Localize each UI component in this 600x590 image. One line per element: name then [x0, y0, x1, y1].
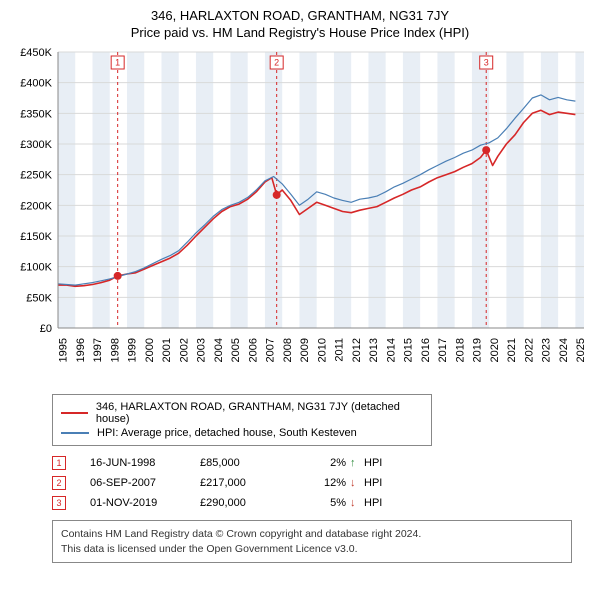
event-row-3: 3 01-NOV-2019 £290,000 5% ↓ HPI: [52, 496, 590, 510]
svg-text:2012: 2012: [351, 338, 363, 362]
svg-text:2019: 2019: [472, 338, 484, 362]
svg-text:2003: 2003: [196, 338, 208, 362]
svg-text:£150K: £150K: [20, 231, 52, 243]
svg-text:2009: 2009: [299, 338, 311, 362]
svg-text:1997: 1997: [92, 338, 104, 362]
event-price-3: £290,000: [200, 497, 290, 509]
arrow-down-icon: ↓: [350, 477, 364, 489]
title-subtitle: Price paid vs. HM Land Registry's House …: [10, 25, 590, 40]
svg-text:2010: 2010: [316, 338, 328, 362]
legend: 346, HARLAXTON ROAD, GRANTHAM, NG31 7JY …: [52, 394, 432, 446]
svg-text:2024: 2024: [558, 338, 570, 362]
svg-text:£100K: £100K: [20, 262, 52, 274]
svg-text:2018: 2018: [454, 338, 466, 362]
svg-text:2000: 2000: [144, 338, 156, 362]
svg-text:2001: 2001: [161, 338, 173, 362]
svg-text:£0: £0: [40, 323, 52, 335]
event-marker-2: 2: [52, 476, 66, 490]
svg-text:2015: 2015: [403, 338, 415, 362]
event-date-1: 16-JUN-1998: [90, 457, 200, 469]
attribution-footer: Contains HM Land Registry data © Crown c…: [52, 520, 572, 563]
svg-text:£450K: £450K: [20, 47, 52, 59]
svg-text:2016: 2016: [420, 338, 432, 362]
svg-text:3: 3: [484, 58, 489, 68]
svg-text:1999: 1999: [127, 338, 139, 362]
svg-text:2: 2: [274, 58, 279, 68]
svg-text:1: 1: [115, 58, 120, 68]
legend-item-property: 346, HARLAXTON ROAD, GRANTHAM, NG31 7JY …: [61, 401, 423, 425]
event-tag-1: HPI: [364, 457, 394, 469]
svg-text:2006: 2006: [247, 338, 259, 362]
svg-text:2023: 2023: [541, 338, 553, 362]
event-pct-2: 12%: [290, 477, 350, 489]
svg-text:2017: 2017: [437, 338, 449, 362]
title-address: 346, HARLAXTON ROAD, GRANTHAM, NG31 7JY: [10, 8, 590, 23]
svg-text:1996: 1996: [75, 338, 87, 362]
event-tag-2: HPI: [364, 477, 394, 489]
svg-text:2025: 2025: [575, 338, 587, 362]
chart-area: £0 £50K £100K £150K £200K £250K £300K £350K £400…: [10, 46, 590, 386]
legend-item-hpi: HPI: Average price, detached house, Sout…: [61, 427, 423, 439]
event-price-1: £85,000: [200, 457, 290, 469]
legend-swatch-hpi: [61, 432, 89, 434]
arrow-up-icon: ↑: [350, 457, 364, 469]
title-block: 346, HARLAXTON ROAD, GRANTHAM, NG31 7JY …: [10, 8, 590, 40]
svg-text:1995: 1995: [58, 338, 70, 362]
footer-line-1: Contains HM Land Registry data © Crown c…: [61, 527, 563, 542]
svg-text:£50K: £50K: [26, 292, 52, 304]
footer-line-2: This data is licensed under the Open Gov…: [61, 542, 563, 557]
svg-text:2005: 2005: [230, 338, 242, 362]
svg-text:2020: 2020: [489, 338, 501, 362]
legend-label-property: 346, HARLAXTON ROAD, GRANTHAM, NG31 7JY …: [96, 401, 423, 425]
event-marker-3: 3: [52, 496, 66, 510]
legend-swatch-property: [61, 412, 88, 414]
event-row-2: 2 06-SEP-2007 £217,000 12% ↓ HPI: [52, 476, 590, 490]
event-pct-1: 2%: [290, 457, 350, 469]
svg-text:2004: 2004: [213, 338, 225, 362]
event-tag-3: HPI: [364, 497, 394, 509]
arrow-down-icon: ↓: [350, 497, 364, 509]
svg-text:2014: 2014: [385, 338, 397, 362]
svg-text:2021: 2021: [506, 338, 518, 362]
svg-text:2022: 2022: [523, 338, 535, 362]
event-date-3: 01-NOV-2019: [90, 497, 200, 509]
svg-text:£350K: £350K: [20, 108, 52, 120]
chart-container: 346, HARLAXTON ROAD, GRANTHAM, NG31 7JY …: [0, 0, 600, 573]
svg-text:£250K: £250K: [20, 170, 52, 182]
event-row-1: 1 16-JUN-1998 £85,000 2% ↑ HPI: [52, 456, 590, 470]
event-price-2: £217,000: [200, 477, 290, 489]
events-table: 1 16-JUN-1998 £85,000 2% ↑ HPI 2 06-SEP-…: [52, 456, 590, 510]
svg-text:2007: 2007: [265, 338, 277, 362]
event-date-2: 06-SEP-2007: [90, 477, 200, 489]
event-pct-3: 5%: [290, 497, 350, 509]
legend-label-hpi: HPI: Average price, detached house, Sout…: [97, 427, 357, 439]
svg-text:2002: 2002: [178, 338, 190, 362]
svg-text:£300K: £300K: [20, 139, 52, 151]
svg-text:1998: 1998: [109, 338, 121, 362]
svg-text:2008: 2008: [282, 338, 294, 362]
event-marker-1: 1: [52, 456, 66, 470]
svg-text:£400K: £400K: [20, 78, 52, 90]
chart-svg: £0 £50K £100K £150K £200K £250K £300K £350K £400…: [10, 46, 590, 386]
svg-text:£200K: £200K: [20, 200, 52, 212]
svg-text:2013: 2013: [368, 338, 380, 362]
svg-text:2011: 2011: [334, 338, 346, 362]
